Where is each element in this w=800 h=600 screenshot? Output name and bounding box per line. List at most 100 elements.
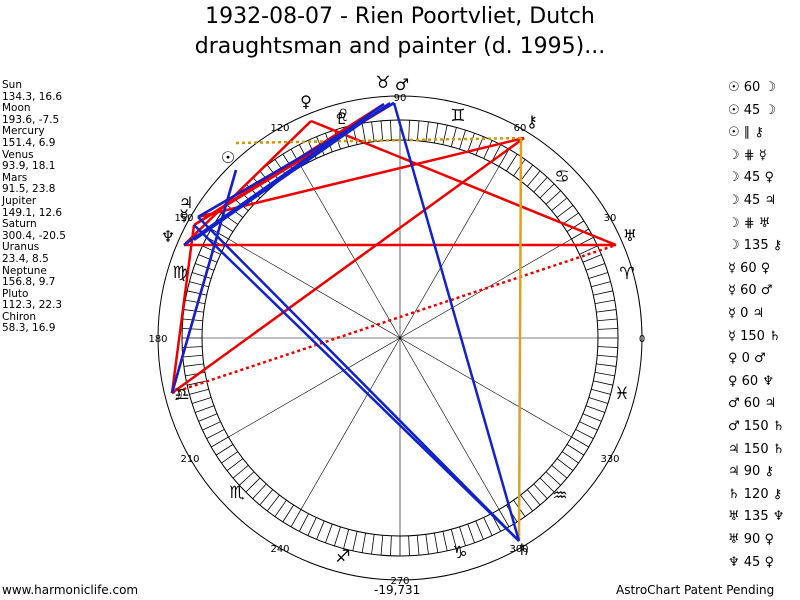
planet-coords: 112.3, 22.3 — [2, 299, 63, 312]
degree-label: 0 — [639, 334, 645, 345]
ring-tick — [371, 121, 375, 142]
ring-tick — [467, 523, 475, 543]
ring-tick — [561, 212, 579, 225]
ring-tick — [206, 429, 225, 440]
ring-tick — [408, 535, 410, 556]
ring-tick — [545, 190, 561, 205]
ring-tick — [352, 531, 358, 551]
ring-tick — [483, 140, 493, 159]
ring-tick — [475, 520, 484, 540]
ring-tick — [239, 471, 255, 486]
ring-tick — [594, 371, 615, 377]
aspect-entry: ♂ 150 ♄ — [728, 419, 785, 434]
footer-left: www.harmoniclife.com — [2, 583, 139, 597]
aspect-entry: ♀ 60 ♆ — [728, 373, 774, 389]
title-line: draughtsman and painter (d. 1995)... — [194, 34, 606, 59]
ring-tick — [579, 421, 598, 431]
degree-label: 150 — [174, 213, 193, 224]
ring-tick — [596, 363, 617, 367]
ring-tick — [183, 309, 204, 313]
spoke — [399, 166, 500, 339]
planet-coords: 58.3, 16.9 — [2, 322, 56, 335]
planet-glyph: ☉ — [221, 148, 235, 167]
ring-tick — [183, 363, 204, 367]
ring-tick — [483, 517, 493, 536]
zodiac-glyph: ♓ — [614, 384, 629, 404]
ring-tick — [189, 388, 209, 395]
planet-coords: 93.9, 18.1 — [2, 160, 56, 173]
zodiac-glyph: ♒ — [552, 486, 567, 506]
planet-glyph: ♆ — [161, 227, 175, 246]
ring-tick — [274, 499, 287, 517]
ring-tick — [298, 513, 309, 532]
ring-tick — [561, 451, 579, 464]
aspect-entry: ☉ ∥ ⚷ — [728, 125, 764, 141]
planet-name: Venus — [2, 148, 34, 161]
ring-tick — [459, 129, 466, 150]
planet-glyph: ♅ — [623, 226, 637, 245]
ring-tick — [211, 228, 229, 240]
planet-name: Moon — [2, 102, 31, 115]
ring-tick — [245, 477, 261, 493]
ring-tick — [596, 309, 617, 313]
aspect-line — [197, 136, 525, 219]
ring-tick — [459, 526, 466, 547]
ring-tick — [187, 380, 207, 386]
ring-tick — [571, 228, 589, 240]
ring-tick — [582, 254, 602, 263]
ring-tick — [198, 413, 218, 422]
degree-label: 300 — [509, 544, 528, 555]
ring-tick — [416, 120, 420, 141]
aspect-entry: ☽ 45 ♃ — [728, 193, 777, 208]
ring-tick — [556, 458, 574, 472]
ring-tick — [226, 458, 244, 472]
degree-label: 330 — [600, 454, 619, 465]
ring-tick — [202, 421, 221, 431]
ring-tick — [191, 397, 212, 404]
zodiac-glyph: ♌ — [334, 106, 349, 126]
aspect-line — [171, 243, 617, 395]
ring-tick — [390, 120, 392, 141]
title-line: 1932-08-07 - Rien Poortvliet, Dutch — [205, 4, 595, 29]
planet-coords: 156.8, 9.7 — [2, 276, 56, 289]
spoke — [399, 337, 572, 438]
planet-glyph: ♃ — [179, 193, 193, 212]
aspect-line — [235, 136, 525, 145]
ring-tick — [585, 405, 605, 413]
planet-glyph: ♂ — [395, 75, 409, 94]
planet-name: Chiron — [2, 310, 37, 323]
ring-tick — [334, 526, 341, 547]
planet-glyph: ⚷ — [526, 112, 538, 131]
position-list: Sun 134.3, 16.6 Moon 193.6, -7.5 Mercury 151.… — [2, 79, 66, 335]
planet-coords: 149.1, 12.6 — [2, 206, 63, 219]
ring-tick — [425, 534, 429, 555]
outer-circle — [157, 95, 643, 581]
zodiac-glyph: ♐ — [335, 547, 350, 567]
ring-tick — [282, 504, 294, 523]
planet-coords: 23.4, 8.5 — [2, 252, 49, 265]
aspect-entry: ☿ 60 ♀ — [728, 260, 771, 276]
ring-tick — [425, 121, 429, 142]
planet-coords: 151.4, 6.9 — [2, 136, 56, 149]
ring-tick — [566, 444, 585, 456]
ring-tick — [588, 397, 609, 404]
aspect-entry: ☿ 150 ♄ — [728, 328, 781, 344]
planet-glyph: ♀ — [300, 92, 312, 111]
ring-tick — [597, 346, 618, 348]
aspect-entry: ♄ 120 ⚷ — [728, 486, 783, 502]
ring-tick — [597, 328, 618, 330]
ring-tick — [556, 204, 574, 218]
ring-tick — [380, 120, 384, 141]
ring-tick — [252, 483, 267, 499]
ring-tick — [450, 529, 457, 549]
spoke — [399, 337, 500, 510]
planet-coords: 193.6, -7.5 — [2, 113, 60, 126]
ring-tick — [585, 263, 605, 271]
planet-name: Pluto — [2, 287, 29, 300]
ring-tick — [539, 183, 555, 199]
ring-tick — [380, 535, 384, 556]
ring-tick — [316, 520, 325, 540]
ring-tick — [526, 489, 541, 506]
ring-tick — [533, 177, 548, 193]
ring-tick — [433, 532, 439, 553]
